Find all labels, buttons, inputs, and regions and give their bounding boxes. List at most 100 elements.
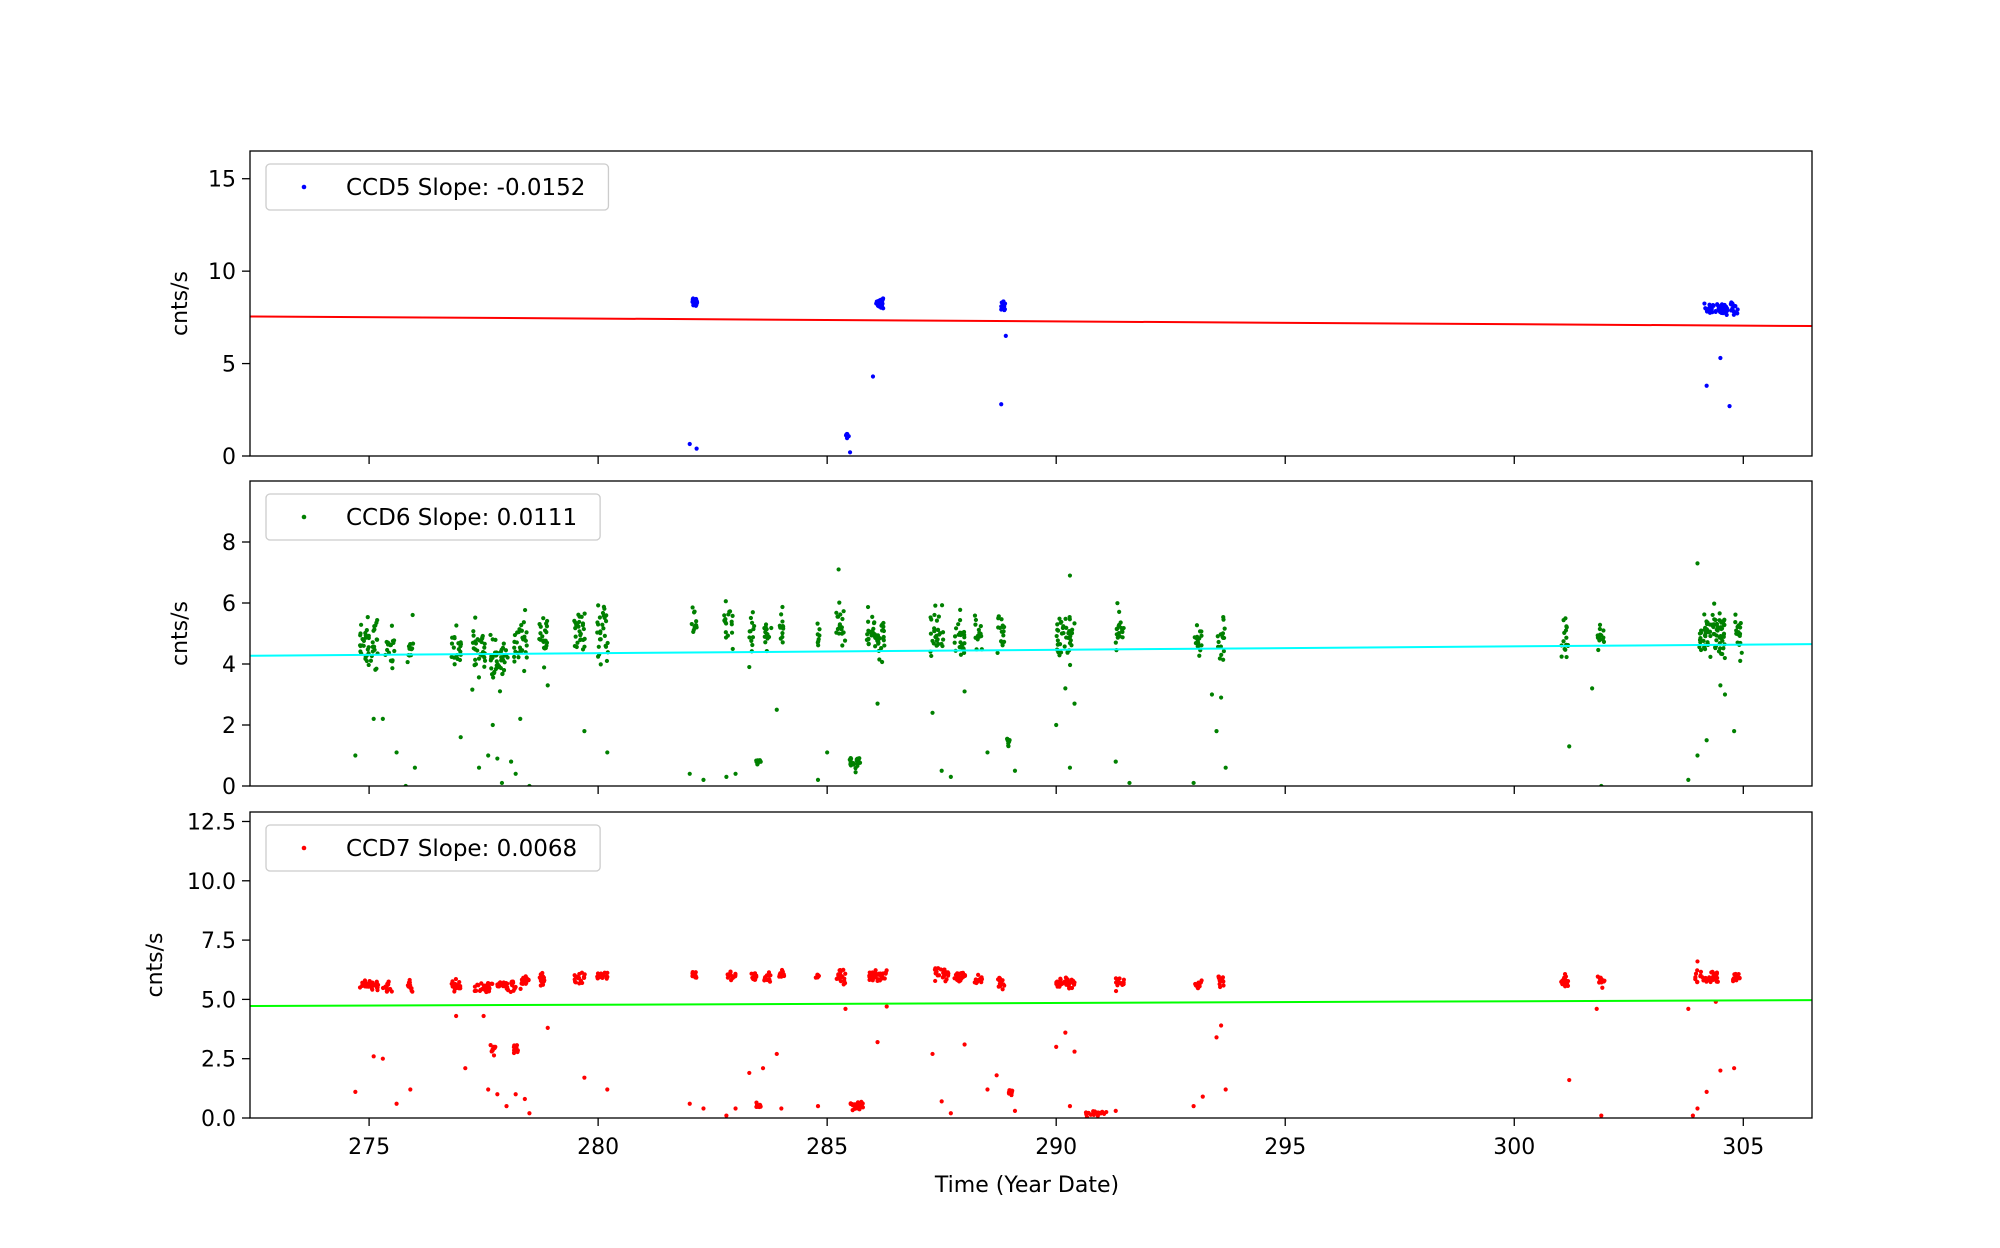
ccd6-data-point xyxy=(690,605,695,610)
ccd7-data-point xyxy=(481,1013,486,1019)
ccd7-data-point xyxy=(410,989,415,994)
ccd6-data-point xyxy=(936,614,941,619)
ccd6-data-point xyxy=(517,627,522,632)
ccd6-data-point xyxy=(933,603,938,608)
ccd7-x-tick-label: 280 xyxy=(577,1135,619,1160)
ccd6-data-point xyxy=(372,627,377,632)
ccd6-data-point xyxy=(366,662,371,668)
ccd5-axes-frame xyxy=(249,150,1813,457)
ccd6-data-point xyxy=(875,638,880,643)
ccd6-data-point xyxy=(499,647,504,652)
ccd6-data-point xyxy=(1215,634,1220,639)
ccd7-data-point xyxy=(1191,1104,1196,1109)
ccd6-data-point xyxy=(482,641,487,646)
ccd6-data-point xyxy=(871,620,877,626)
ccd6-data-point xyxy=(581,626,586,632)
ccd6-data-point xyxy=(573,626,578,631)
ccd6-data-point xyxy=(853,770,858,775)
ccd6-data-point xyxy=(1597,636,1602,642)
ccd6-data-point xyxy=(1597,622,1603,628)
ccd7-data-point xyxy=(1000,987,1005,992)
ccd6-data-point xyxy=(769,625,774,631)
ccd6-data-point xyxy=(1195,644,1200,649)
ccd7-data-point xyxy=(884,968,889,973)
ccd5-data-point xyxy=(1732,310,1737,315)
ccd6-data-point xyxy=(1715,628,1720,633)
ccd6-data-point xyxy=(1734,628,1739,633)
ccd6-data-point xyxy=(595,620,600,625)
ccd6-data-point xyxy=(962,689,967,694)
ccd7-data-point xyxy=(1071,980,1076,986)
ccd6-data-point xyxy=(473,615,478,620)
ccd6-data-point xyxy=(482,645,487,650)
ccd7-data-point xyxy=(747,1070,752,1076)
ccd7-y-tick-label: 12.5 xyxy=(187,810,236,835)
ccd6-data-point xyxy=(750,610,755,615)
ccd6-data-point xyxy=(451,645,456,650)
ccd7-data-point xyxy=(883,971,888,976)
ccd6-data-point xyxy=(390,666,395,671)
ccd6-data-point xyxy=(1219,695,1224,700)
ccd6-data-point xyxy=(1721,631,1727,636)
ccd7-data-point xyxy=(749,971,754,976)
ccd7-data-point xyxy=(882,976,887,981)
ccd6-data-point xyxy=(375,618,380,623)
ccd6-data-point xyxy=(1702,612,1707,617)
ccd5-fit-line xyxy=(250,315,1812,328)
ccd7-data-point xyxy=(843,971,848,976)
ccd7-x-tick-label: 300 xyxy=(1493,1135,1535,1160)
ccd5-data-point xyxy=(1713,309,1718,314)
ccd5-y-tick-label: 0 xyxy=(222,445,236,470)
ccd7-data-point xyxy=(994,1073,999,1078)
ccd6-data-point xyxy=(1062,644,1067,649)
ccd7-data-point xyxy=(760,1066,766,1071)
ccd6-data-point xyxy=(1007,738,1012,743)
ccd7-data-point xyxy=(943,979,948,984)
ccd7-data-point xyxy=(1219,978,1224,984)
ccd6-data-point xyxy=(493,637,498,642)
ccd6-data-point xyxy=(848,762,853,767)
ccd7-x-tick-label: 305 xyxy=(1722,1135,1764,1160)
ccd6-data-point xyxy=(573,634,578,639)
ccd7-data-point xyxy=(522,1096,527,1102)
ccd7-data-point xyxy=(751,976,756,982)
ccd7-data-point xyxy=(724,1113,729,1118)
ccd6-data-point xyxy=(749,638,754,643)
ccd6-data-point xyxy=(1000,643,1005,648)
ccd6-data-point xyxy=(747,664,752,670)
ccd6-data-point xyxy=(458,642,464,647)
ccd6-data-point xyxy=(1001,629,1006,634)
ccd7-data-point xyxy=(1113,976,1119,981)
ccd6-data-point xyxy=(574,622,579,627)
ccd6-data-point xyxy=(371,716,376,722)
ccd6-data-point xyxy=(995,650,1000,655)
ccd6-data-point xyxy=(973,617,979,623)
ccd6-data-point xyxy=(780,640,785,645)
ccd6-data-point xyxy=(1599,633,1604,638)
ccd6-data-point xyxy=(522,668,527,674)
ccd6-data-point xyxy=(937,632,942,637)
ccd6-data-point xyxy=(816,643,821,648)
ccd6-data-point xyxy=(473,657,478,662)
ccd6-data-point xyxy=(470,640,476,645)
ccd6-data-point xyxy=(385,647,390,653)
ccd6-data-point xyxy=(724,774,729,779)
ccd6-data-point xyxy=(541,616,546,621)
ccd6-data-point xyxy=(1057,642,1063,647)
ccd5-data-point xyxy=(880,297,885,302)
ccd6-data-point xyxy=(541,638,546,643)
ccd6-data-point xyxy=(372,647,377,652)
ccd7-data-point xyxy=(545,1025,550,1030)
ccd6-data-point xyxy=(373,667,378,672)
ccd6-data-point xyxy=(505,655,510,660)
ccd7-data-point xyxy=(733,973,738,978)
ccd6-data-point xyxy=(1738,658,1743,664)
ccd7-data-point xyxy=(1057,984,1062,989)
ccd6-data-point xyxy=(1705,620,1710,625)
ccd5-data-point xyxy=(1720,305,1725,311)
ccd6-data-point xyxy=(1733,620,1738,625)
ccd6-data-point xyxy=(723,620,728,625)
ccd6-data-point xyxy=(1012,768,1018,773)
ccd7-data-point xyxy=(1066,982,1071,987)
ccd6-data-point xyxy=(384,639,389,645)
